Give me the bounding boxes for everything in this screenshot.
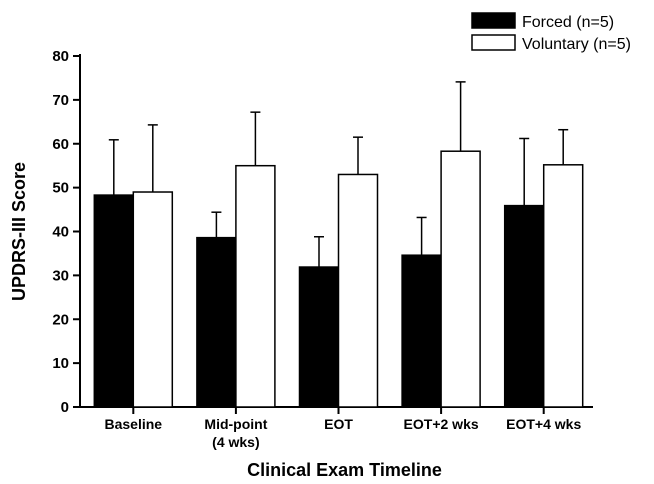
- y-axis: 0 10 20 30 40 50 60 70 80: [52, 48, 81, 416]
- y-tick-label: 0: [61, 399, 69, 416]
- legend-swatch: [471, 34, 516, 51]
- legend-swatch: [471, 12, 516, 29]
- x-axis: Baseline Mid-point (4 wks) EOT EOT+2 wks EOT+…: [79, 406, 593, 450]
- y-tick-label: 80: [52, 48, 69, 65]
- bar-forced: [401, 254, 442, 408]
- y-tick-label: 70: [52, 92, 69, 109]
- bar-voluntary: [337, 173, 379, 408]
- x-tick-label: EOT+4 wks: [506, 416, 581, 432]
- x-tick-label: Mid-point (4 wks): [204, 416, 267, 450]
- legend-label: Forced (n=5): [522, 14, 614, 31]
- legend-label: Voluntary (n=5): [522, 36, 631, 53]
- x-tick-label: EOT: [324, 416, 353, 432]
- x-axis-title: Clinical Exam Timeline: [247, 460, 442, 480]
- x-tick-label: Baseline: [105, 416, 163, 432]
- bar-voluntary: [542, 164, 584, 408]
- bar-voluntary: [132, 191, 174, 408]
- y-tick-label: 40: [52, 224, 69, 241]
- bar-forced: [503, 204, 545, 408]
- y-tick-label: 50: [52, 180, 69, 197]
- bar-voluntary: [440, 150, 481, 408]
- y-tick-label: 10: [52, 355, 69, 372]
- bar-forced: [93, 194, 135, 408]
- x-tick-label: EOT+2 wks: [404, 416, 479, 432]
- bar-forced: [298, 266, 340, 408]
- y-tick-label: 20: [52, 311, 69, 328]
- bar-forced: [196, 236, 237, 408]
- y-tick-label: 60: [52, 136, 69, 153]
- bars: [93, 81, 584, 408]
- y-axis-title: UPDRS-III Score: [9, 162, 29, 301]
- bar-voluntary: [235, 164, 276, 408]
- legend: Forced (n=5) Voluntary (n=5): [471, 12, 631, 53]
- y-tick-label: 30: [52, 267, 69, 284]
